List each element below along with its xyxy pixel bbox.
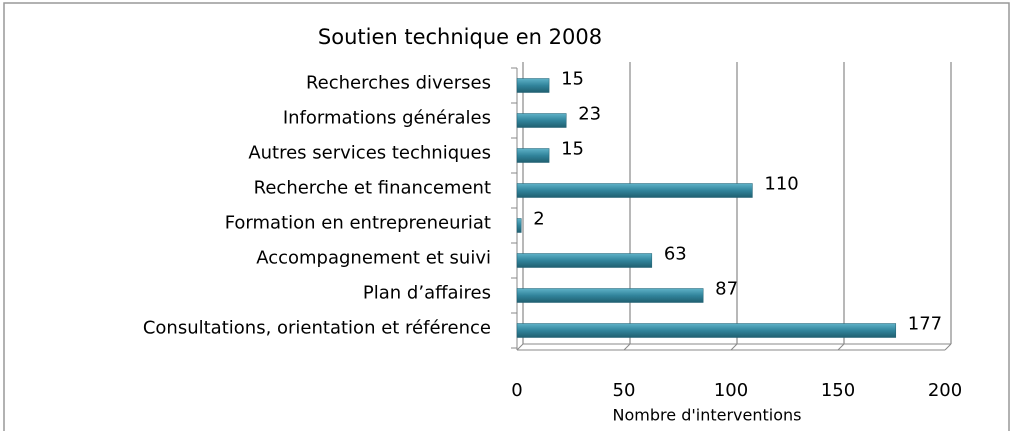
x-tick-label: 0 [511, 380, 522, 401]
y-tick-label: Informations générales [283, 108, 491, 129]
bar [516, 183, 753, 198]
y-tick-label: Autres services techniques [248, 143, 491, 164]
value-label: 177 [908, 314, 942, 335]
x-tick [944, 343, 952, 351]
value-label: 2 [533, 209, 544, 230]
bar [516, 78, 550, 93]
value-label: 15 [561, 69, 584, 90]
y-tick-label: Formation en entrepreneuriat [225, 213, 491, 234]
x-tick [516, 343, 524, 351]
y-tick-label: Accompagnement et suivi [256, 248, 491, 269]
x-tick [837, 343, 845, 351]
x-tick [623, 343, 631, 351]
x-tick [730, 343, 738, 351]
bar [516, 323, 897, 338]
bar [516, 113, 567, 128]
x-tick-label: 200 [928, 380, 962, 401]
y-tick-label: Recherches diverses [306, 73, 491, 94]
value-label: 110 [764, 174, 798, 195]
x-tick-label: 50 [613, 380, 636, 401]
value-label: 15 [561, 139, 584, 160]
bar [516, 288, 704, 303]
value-label: 87 [715, 279, 738, 300]
chart-title: Soutien technique en 2008 [318, 25, 602, 49]
x-tick-label: 150 [821, 380, 855, 401]
bar [516, 148, 550, 163]
y-tick-label: Plan d’affaires [363, 283, 491, 304]
chart-border [3, 2, 1010, 431]
bar [516, 218, 522, 233]
value-label: 63 [664, 244, 687, 265]
x-axis-label: Nombre d'interventions [613, 406, 802, 425]
bar [516, 253, 653, 268]
y-tick-label: Recherche et financement [254, 178, 491, 199]
y-tick-label: Consultations, orientation et référence [143, 318, 491, 339]
value-label: 23 [578, 104, 601, 125]
x-tick-label: 100 [714, 380, 748, 401]
